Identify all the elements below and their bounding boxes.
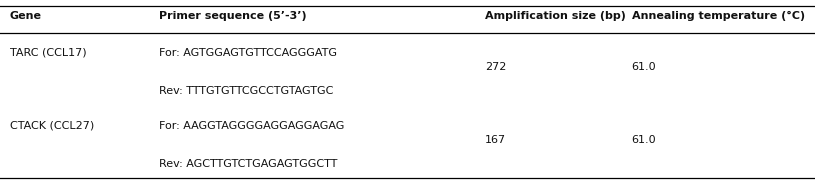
Text: 272: 272 <box>485 62 506 72</box>
Text: CTACK (CCL27): CTACK (CCL27) <box>10 121 94 130</box>
Text: Rev: AGCTTGTCTGAGAGTGGCTT: Rev: AGCTTGTCTGAGAGTGGCTT <box>159 159 337 169</box>
Text: Gene: Gene <box>10 11 42 21</box>
Text: Rev: TTTGTGTTCGCCTGTAGTGC: Rev: TTTGTGTTCGCCTGTAGTGC <box>159 86 333 95</box>
Text: TARC (CCL17): TARC (CCL17) <box>10 48 86 58</box>
Text: Primer sequence (5’-3’): Primer sequence (5’-3’) <box>159 11 306 21</box>
Text: For: AGTGGAGTGTTCCAGGGATG: For: AGTGGAGTGTTCCAGGGATG <box>159 48 337 58</box>
Text: Amplification size (bp): Amplification size (bp) <box>485 11 626 21</box>
Text: 61.0: 61.0 <box>632 135 656 145</box>
Text: For: AAGGTAGGGGAGGAGGAGAG: For: AAGGTAGGGGAGGAGGAGAG <box>159 121 344 130</box>
Text: 167: 167 <box>485 135 506 145</box>
Text: Annealing temperature (°C): Annealing temperature (°C) <box>632 11 804 21</box>
Text: 61.0: 61.0 <box>632 62 656 72</box>
